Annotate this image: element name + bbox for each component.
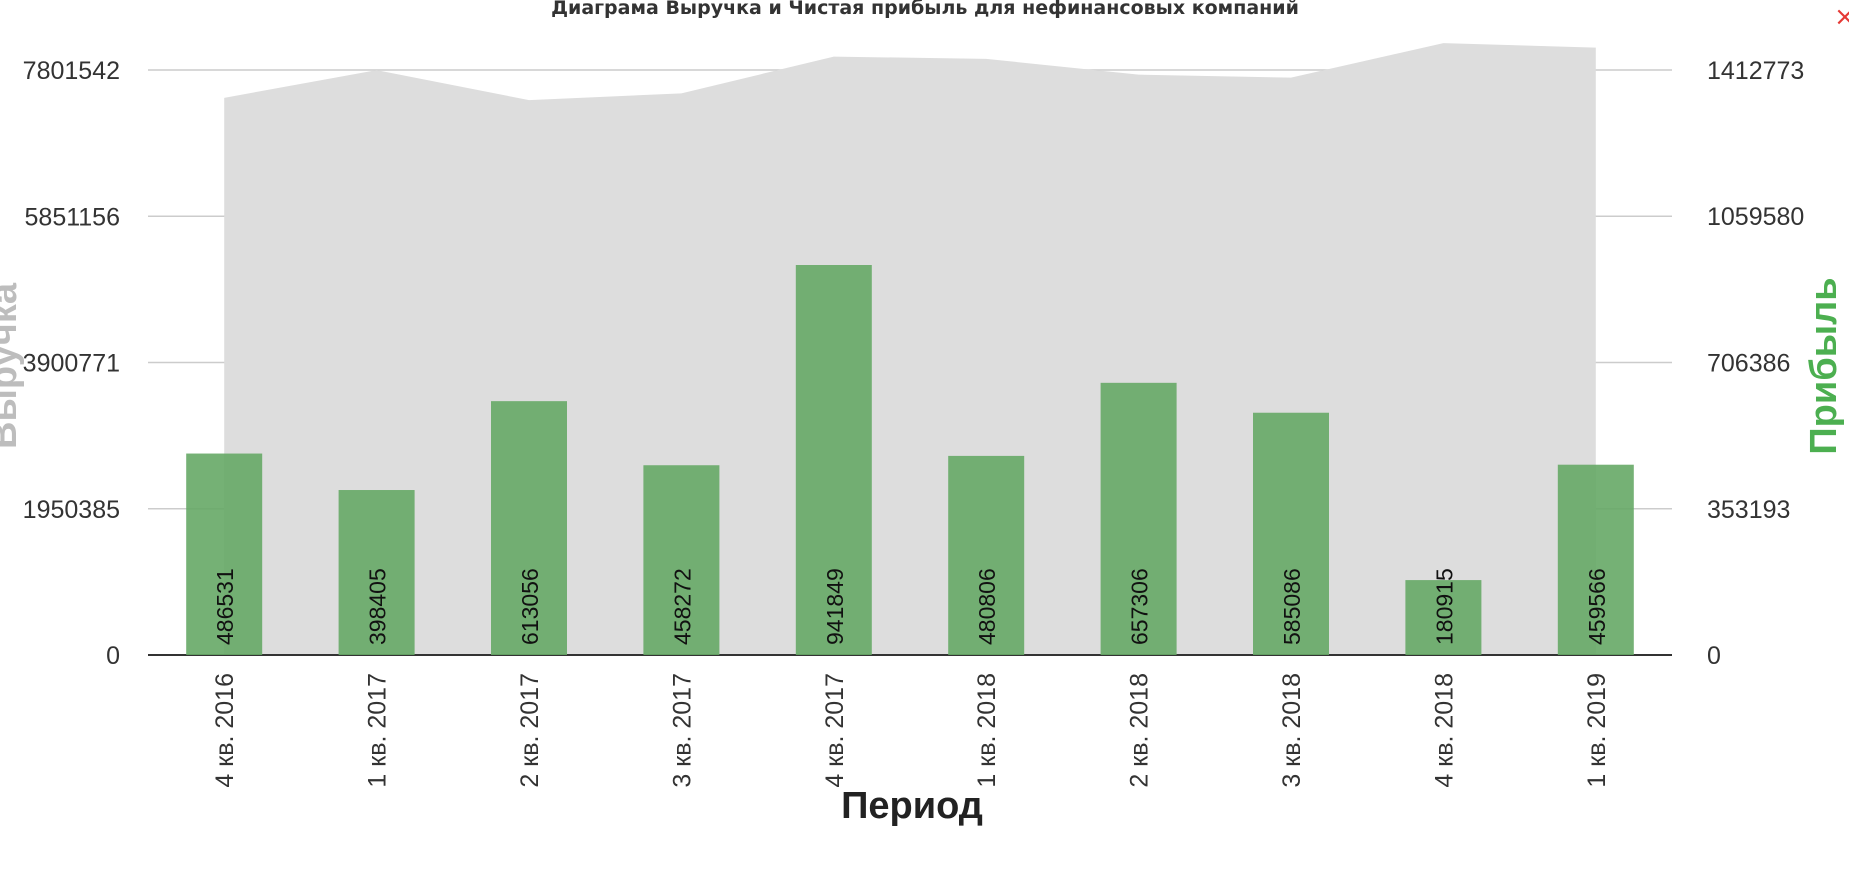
right-tick-label: 1412773 [1707,57,1804,85]
bar-value-label: 398405 [365,568,391,645]
x-category-label: 4 кв. 2016 [211,673,239,788]
bar-value-label: 941849 [822,568,848,645]
profit-bar [795,264,872,655]
bar-value-label: 180915 [1431,568,1457,645]
x-category-label: 1 кв. 2017 [364,673,392,788]
profit-bar [186,453,263,655]
x-category-label: 3 кв. 2018 [1278,673,1306,788]
left-axis-title: Выручка [0,282,25,449]
x-category-label: 3 кв. 2017 [668,673,696,788]
x-category-label: 2 кв. 2017 [516,673,544,788]
x-category-label: 4 кв. 2018 [1430,673,1458,788]
x-category-label: 2 кв. 2018 [1126,673,1154,788]
left-tick-label: 1950385 [23,496,120,524]
profit-bar [1557,464,1634,655]
profit-bar [338,490,415,655]
right-tick-label: 0 [1707,642,1721,670]
close-button[interactable]: × [1834,2,1849,32]
chart-title: Диаграма Выручка и Чистая прибыль для не… [551,0,1299,19]
tick-labels: 0 1950385 3900771 5851156 7801542 0 353193 7063… [23,57,1805,788]
profit-bar-series [186,264,1634,655]
profit-bar [1100,382,1177,655]
bar-value-labels: 486531 398405 613056 458272 941849 480806 6573… [212,568,1610,645]
profit-bar [643,465,720,655]
revenue-area [224,43,1596,655]
profit-bar [1253,412,1329,655]
revenue-area-series [224,43,1596,655]
bar-value-label: 585086 [1279,568,1305,645]
profit-bar [948,455,1025,655]
x-axis-title: Период [841,785,983,827]
right-axis-title: Прибыль [1803,277,1845,454]
left-tick-label: 7801542 [23,57,120,85]
bar-value-label: 458272 [669,568,695,645]
x-category-label: 1 кв. 2018 [973,673,1001,788]
left-tick-label: 5851156 [25,203,120,231]
right-tick-label: 1059580 [1707,203,1804,231]
bar-value-label: 486531 [212,568,238,645]
x-category-label: 1 кв. 2019 [1583,673,1611,788]
profit-bar [491,401,567,655]
x-category-label: 4 кв. 2017 [821,673,849,788]
bar-value-label: 613056 [517,568,543,645]
right-tick-label: 353193 [1707,496,1790,524]
bar-value-label: 657306 [1127,568,1153,645]
profit-bar [1405,580,1482,655]
right-tick-label: 706386 [1707,350,1790,378]
left-tick-label: 3900771 [23,350,120,378]
bar-value-label: 459566 [1584,568,1610,645]
bar-value-label: 480806 [974,568,1000,645]
left-tick-label: 0 [106,642,120,670]
